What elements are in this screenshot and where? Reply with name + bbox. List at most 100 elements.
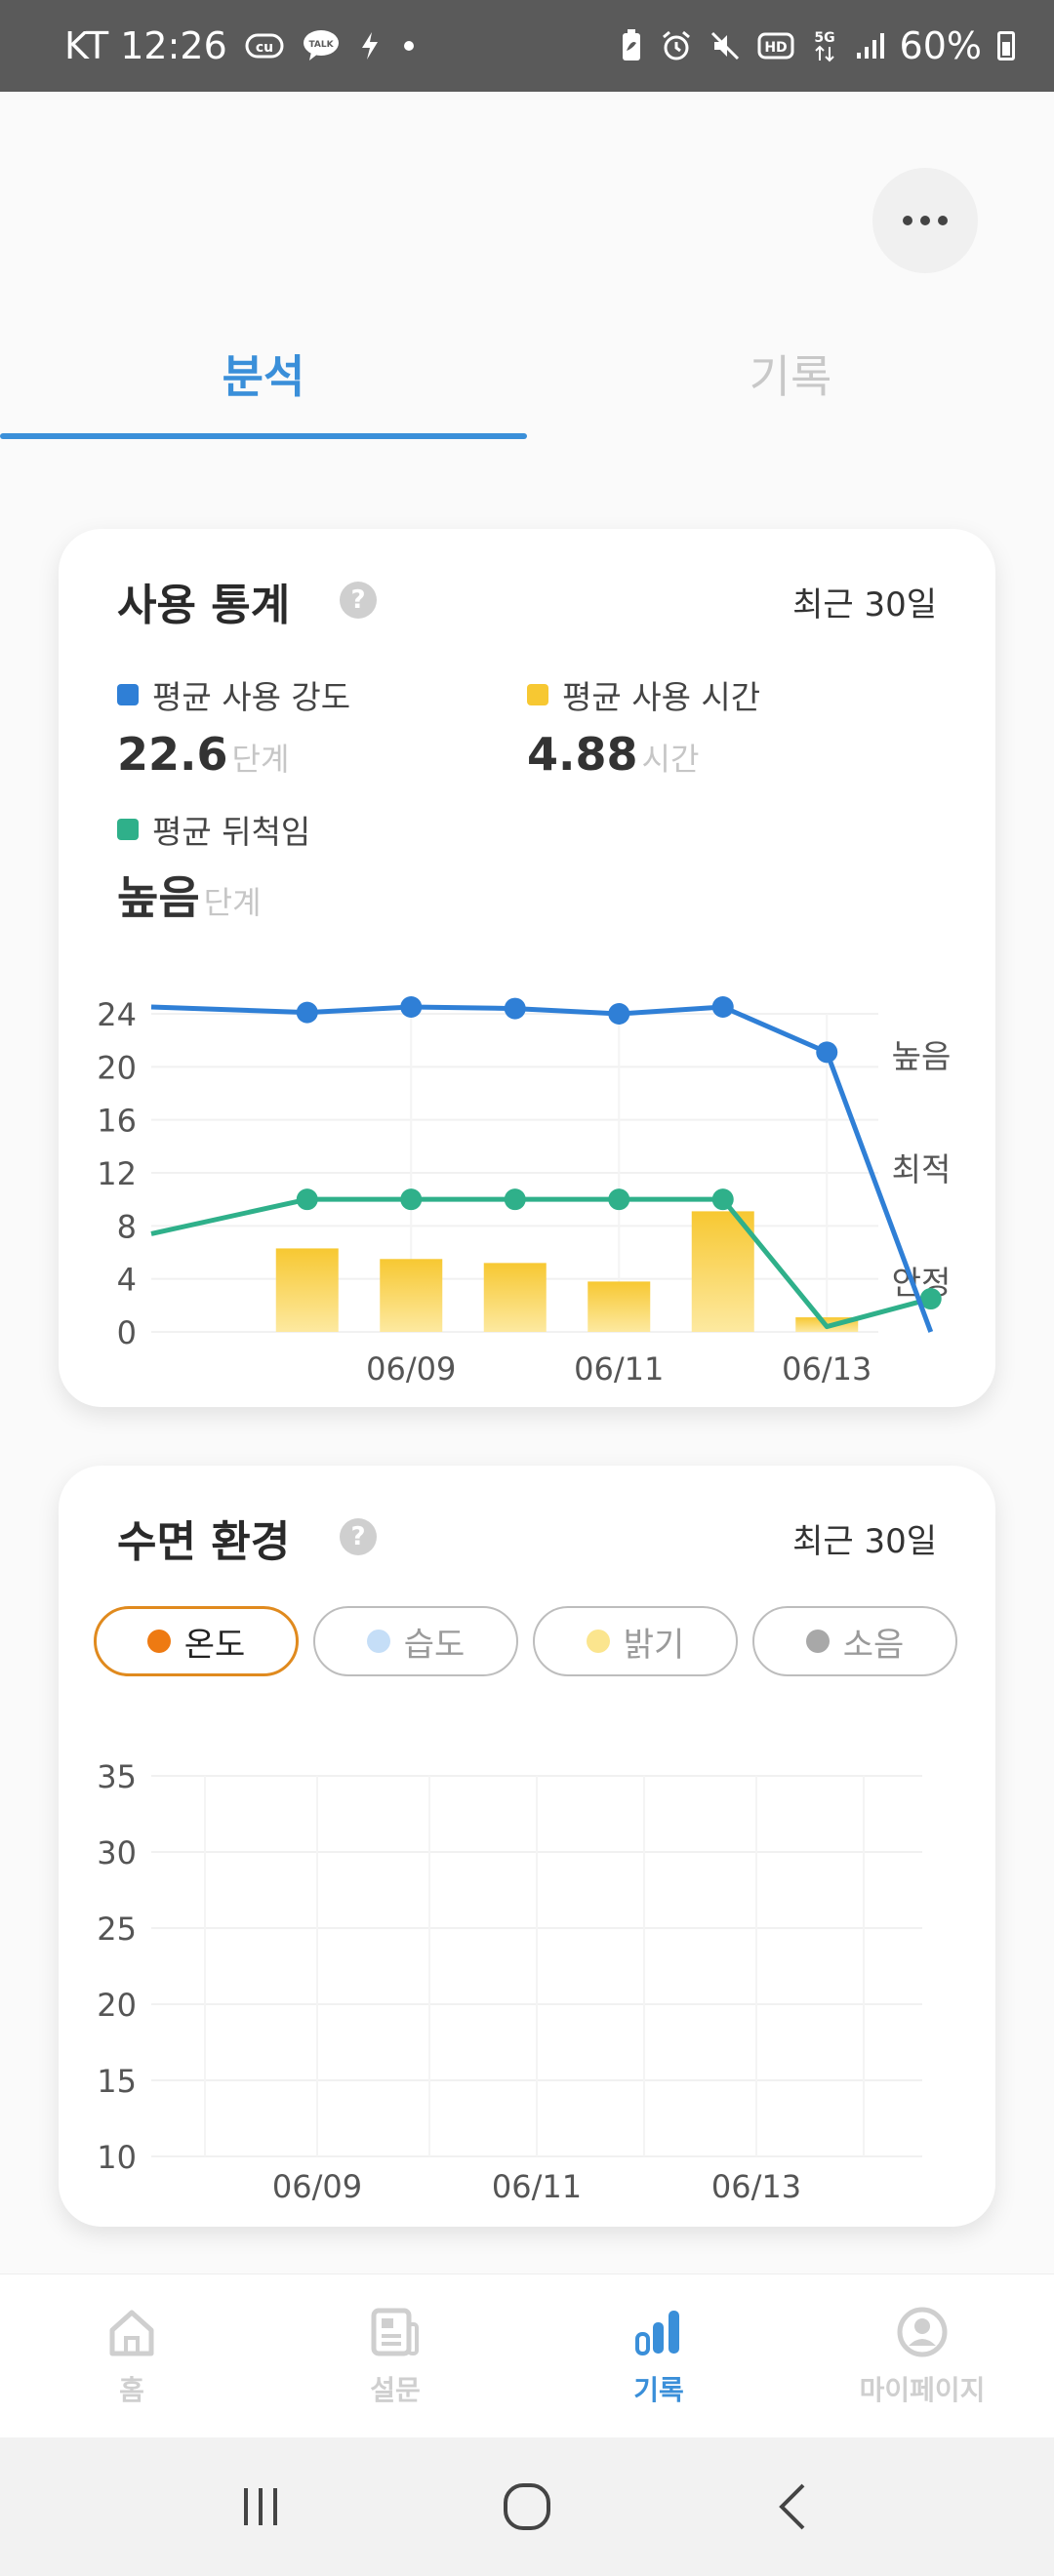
carrier-time: KT 12:26 <box>64 24 227 67</box>
sleep-card-title: 수면 환경 <box>117 1517 291 1567</box>
chart-icon <box>631 2305 686 2359</box>
data-point <box>296 1188 318 1211</box>
sleep-chart: 10 15 20 25 30 35 06/09 06/11 06/13 <box>97 1758 922 2205</box>
chip-humidity[interactable]: 습도 <box>313 1606 518 1676</box>
stat-label: 평균 사용 강도 <box>152 678 351 716</box>
y-tick-label: 4 <box>117 1262 137 1299</box>
chip-brightness[interactable]: 밝기 <box>533 1606 738 1676</box>
data-point <box>504 1188 526 1211</box>
noise-dot-icon <box>805 1630 830 1653</box>
stat-avg-tossing: 평균 뒤척임 높음 단계 <box>117 806 310 927</box>
y-tick-label: 10 <box>97 2139 137 2176</box>
y-tick-label: 24 <box>97 996 137 1033</box>
stat-label-row: 평균 사용 강도 <box>117 671 350 718</box>
series-line <box>150 1004 934 1333</box>
chip-noise[interactable]: 소음 <box>752 1606 957 1676</box>
battery-percent: 60% <box>899 24 982 67</box>
brightness-dot-icon <box>586 1630 610 1653</box>
y-tick-label: 35 <box>97 1758 137 1795</box>
stat-value: 4.88 <box>527 728 638 781</box>
help-icon[interactable]: ? <box>340 582 377 619</box>
series-line <box>150 1196 932 1330</box>
svg-text:HD: HD <box>764 40 787 56</box>
tab-records[interactable]: 기록 <box>749 350 832 403</box>
survey-icon <box>368 2305 423 2359</box>
more-dot <box>920 216 930 225</box>
stat-unit: 단계 <box>231 741 290 778</box>
x-tick-label: 06/13 <box>711 2168 801 2205</box>
usage-period[interactable]: 최근 30일 <box>792 585 937 624</box>
hd-icon: HD <box>757 31 794 60</box>
nav-home[interactable]: 홈 <box>0 2274 264 2437</box>
legend-square-blue <box>117 684 139 705</box>
talk-icon: TALK <box>302 28 341 63</box>
stat-value: 22.6 <box>117 728 228 781</box>
alarm-icon <box>660 29 693 62</box>
stat-label: 평균 뒤척임 <box>152 813 311 851</box>
more-dot <box>938 216 948 225</box>
stat-unit: 시간 <box>641 741 700 778</box>
5g-icon: 5G <box>810 27 839 64</box>
x-tick-label: 06/09 <box>366 1350 456 1388</box>
sleep-period[interactable]: 최근 30일 <box>792 1522 937 1561</box>
humidity-dot-icon <box>366 1630 390 1653</box>
mute-icon <box>709 29 742 62</box>
system-navigation <box>0 2437 1054 2576</box>
stat-unit: 단계 <box>203 884 262 921</box>
status-bar: KT 12:26 cu TALK HD 5G 6 <box>0 0 1054 92</box>
chip-label: 소음 <box>842 1625 905 1665</box>
y-tick-label: 20 <box>97 1987 137 2024</box>
battery-icon <box>997 31 1015 60</box>
temperature-dot-icon <box>146 1630 171 1653</box>
x-tick-label: 06/11 <box>492 2168 582 2205</box>
data-point <box>608 1003 630 1025</box>
active-tab-indicator <box>0 433 527 439</box>
x-tick-label: 06/11 <box>574 1350 664 1388</box>
stat-value-row: 22.6 단계 <box>117 728 350 781</box>
chip-label: 온도 <box>183 1625 246 1665</box>
y-tick-label: 12 <box>97 1155 137 1192</box>
cu-icon: cu <box>245 31 284 60</box>
nav-label: 기록 <box>633 2373 684 2406</box>
data-point <box>504 997 526 1020</box>
right-axis-label: 최적 <box>892 1150 952 1188</box>
bar <box>691 1211 754 1332</box>
home-circle-icon[interactable] <box>483 2473 571 2541</box>
stat-avg-time: 평균 사용 시간 4.88 시간 <box>527 671 760 781</box>
chip-label: 밝기 <box>623 1625 685 1665</box>
more-options-button[interactable] <box>872 168 978 273</box>
more-dot <box>903 216 912 225</box>
usage-stats-card: 사용 통계 ? 최근 30일 평균 사용 강도 22.6 단계 평균 사용 시간 … <box>59 529 995 1407</box>
nav-records[interactable]: 기록 <box>527 2274 790 2437</box>
stat-label-row: 평균 뒤척임 <box>117 806 310 853</box>
nav-mypage[interactable]: 마이페이지 <box>790 2274 1054 2437</box>
stat-value-row: 4.88 시간 <box>527 728 760 781</box>
x-tick-label: 06/09 <box>272 2168 362 2205</box>
y-tick-label: 8 <box>117 1208 137 1245</box>
x-tick-label: 06/13 <box>782 1350 872 1388</box>
recents-icon[interactable] <box>217 2473 304 2541</box>
data-point <box>400 1188 423 1211</box>
bar <box>275 1248 339 1332</box>
tab-analysis[interactable]: 분석 <box>222 350 305 403</box>
chip-temperature[interactable]: 온도 <box>94 1606 299 1676</box>
nav-label: 홈 <box>119 2373 144 2406</box>
data-point <box>296 1001 318 1024</box>
svg-text:cu: cu <box>256 40 273 56</box>
help-icon[interactable]: ? <box>340 1518 377 1555</box>
data-point <box>711 1188 734 1211</box>
right-axis-label: 높음 <box>892 1037 952 1075</box>
y-tick-label: 25 <box>97 1911 137 1948</box>
dot-icon <box>399 36 419 56</box>
battery-saver-icon <box>619 29 644 62</box>
nav-label: 마이페이지 <box>859 2373 986 2406</box>
back-icon[interactable] <box>750 2473 837 2541</box>
nav-survey[interactable]: 설문 <box>264 2274 527 2437</box>
data-point <box>711 996 734 1018</box>
bolt-icon <box>358 30 382 61</box>
home-icon <box>104 2305 159 2359</box>
bar <box>380 1259 443 1332</box>
y-tick-label: 30 <box>97 1834 137 1872</box>
stat-value-row: 높음 단계 <box>117 863 310 927</box>
